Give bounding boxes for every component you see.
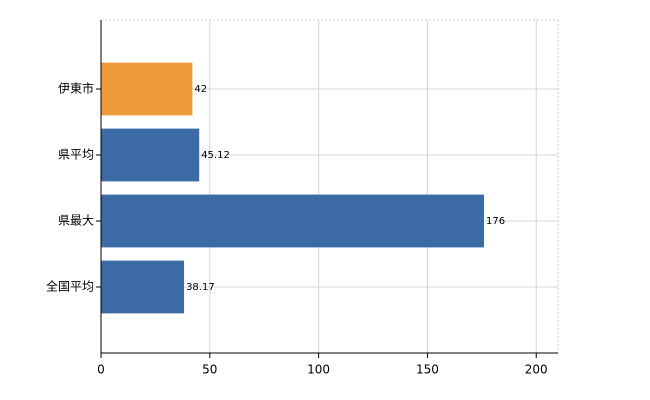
x-tick-label: 150 <box>416 363 439 377</box>
y-tick-label: 県最大 <box>58 214 94 228</box>
value-label: 38.17 <box>186 282 215 293</box>
x-tick-label: 100 <box>307 363 330 377</box>
y-tick-label: 県平均 <box>58 148 94 162</box>
x-tick-label: 0 <box>97 363 105 377</box>
x-tick-label: 200 <box>525 363 548 377</box>
y-tick-label: 全国平均 <box>46 279 94 294</box>
bar <box>101 128 200 182</box>
bar <box>101 260 185 314</box>
bar <box>101 194 485 248</box>
x-tick-label: 50 <box>202 363 217 377</box>
value-label: 176 <box>486 216 505 227</box>
y-tick-label: 伊東市 <box>58 81 94 96</box>
value-label: 42 <box>194 84 207 95</box>
bar <box>101 62 193 116</box>
value-label: 45.12 <box>201 150 230 161</box>
